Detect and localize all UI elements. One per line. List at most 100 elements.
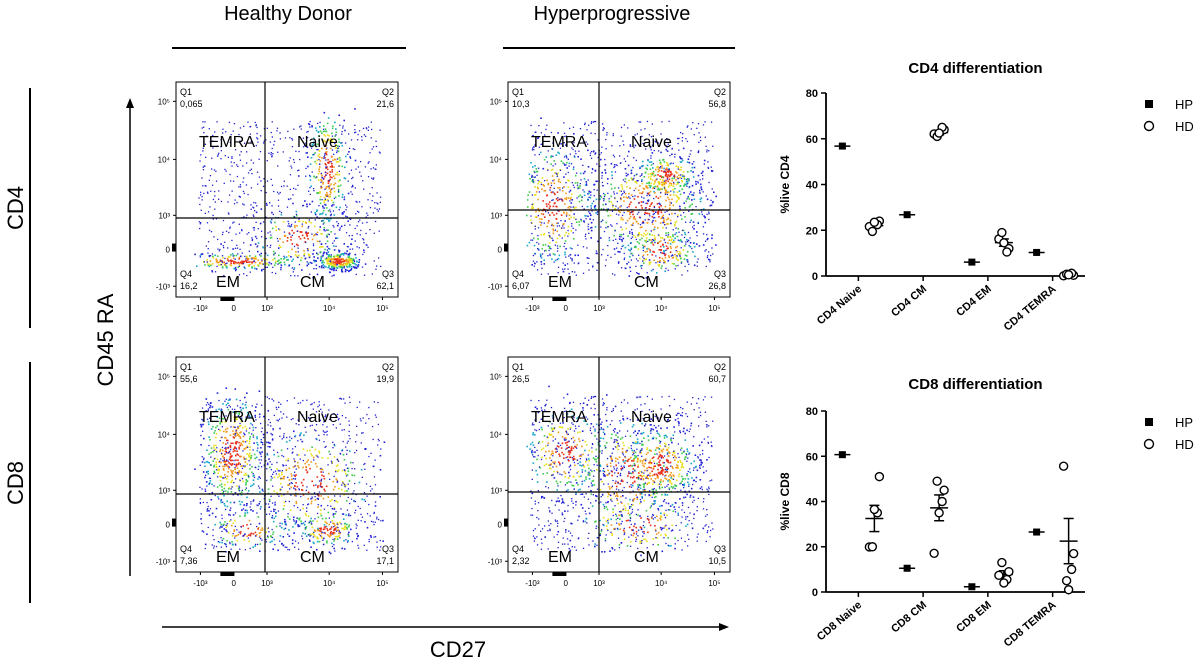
hd-point	[867, 226, 878, 237]
q3-value: 10,5	[708, 556, 726, 566]
y-tick-label: 10⁴	[158, 155, 171, 164]
chart-y-label: %live CD8	[778, 472, 792, 530]
hd-point	[1068, 548, 1079, 559]
chart-y-tick-label: 80	[806, 88, 818, 100]
x-tick-label: -10³	[193, 579, 208, 588]
y-tick-label: 10⁴	[490, 430, 503, 439]
quadrant-temra: TEMRA	[199, 409, 255, 426]
flow-panel-cd4-hp: Q1 10,3 Q2 56,8 Q3 26,8 Q4 6,07 TEMRA Naive EM CM 10…	[488, 81, 731, 313]
y-tick-label: -10³	[488, 557, 503, 566]
hd-point	[1061, 575, 1072, 586]
chart-y-tick-label: 0	[812, 587, 818, 599]
scatter-chart-cd8: CD8 differentiation %live CD8 0 20 40 60 80 CD8…	[778, 376, 1194, 650]
hd-point	[934, 128, 944, 138]
flow-panel-cd4-hd: Q1 0,065 Q2 21,6 Q3 62,1 Q4 16,2 TEMRA Naive EM CM 1…	[156, 81, 399, 313]
x-tick-label: 0	[231, 304, 236, 313]
y-tick-label: 10³	[158, 211, 170, 220]
y-tick-label: 10³	[490, 486, 502, 495]
x-tick-label: 10³	[593, 579, 605, 588]
flow-panel-cd8-hp: Q1 26,5 Q2 60,7 Q3 10,5 Q4 2,32 TEMRA Naive EM CM 10…	[488, 356, 731, 588]
y-tick-label: -10³	[156, 282, 171, 291]
chart-title: CD8 differentiation	[908, 376, 1042, 393]
quadrant-cm: CM	[300, 549, 325, 566]
chart-category-label: CD4 EM	[954, 283, 994, 319]
y-tick-label: 10³	[490, 211, 502, 220]
chart-category-label: CD4 Naive	[815, 283, 864, 327]
quadrant-cm: CM	[300, 274, 325, 291]
row-label-cd4: CD4	[3, 186, 28, 230]
y-tick-label: -10³	[488, 282, 503, 291]
hp-point	[1033, 528, 1041, 536]
hd-point	[869, 217, 880, 227]
quadrant-em: EM	[548, 274, 572, 291]
chart-y-tick-label: 20	[806, 225, 818, 237]
q3-value: 17,1	[376, 556, 394, 566]
y-tick-label: 10⁴	[158, 430, 171, 439]
x-tick-label: 10⁴	[323, 304, 336, 313]
q4-label: Q4	[180, 544, 192, 554]
x-tick-label: 10⁵	[376, 579, 388, 588]
q4-value: 2,32	[512, 556, 530, 566]
quadrant-temra: TEMRA	[531, 409, 587, 426]
y-tick-label: -10³	[156, 557, 171, 566]
hd-point	[999, 578, 1009, 588]
q1-value: 10,3	[512, 99, 530, 109]
chart-category-label: CD8 CM	[889, 599, 929, 635]
legend-hp-label: HP	[1175, 415, 1193, 430]
q3-value: 26,8	[708, 281, 726, 291]
q1-value: 26,5	[512, 374, 530, 384]
quadrant-em: EM	[548, 549, 572, 566]
legend-hp-marker	[1145, 100, 1153, 108]
q2-value: 60,7	[708, 374, 726, 384]
q1-label: Q1	[180, 87, 192, 97]
quadrant-naive: Naive	[631, 409, 672, 426]
flow-panel-cd8-hd: Q1 55,6 Q2 19,9 Q3 17,1 Q4 7,36 TEMRA Naive EM CM 10…	[156, 356, 399, 588]
event-dots	[194, 108, 382, 279]
chart-category-label: CD4 CM	[889, 283, 929, 319]
quadrant-naive: Naive	[297, 134, 338, 151]
quadrant-em: EM	[216, 274, 240, 291]
q1-label: Q1	[180, 362, 192, 372]
q4-value: 7,36	[180, 556, 198, 566]
event-dots	[526, 385, 714, 557]
quadrant-cm: CM	[634, 274, 659, 291]
y-tick-label: 10³	[158, 486, 170, 495]
hp-point	[968, 583, 976, 591]
chart-category-label: CD4 TEMRA	[1002, 283, 1059, 333]
flow-panel-frame	[175, 81, 399, 298]
hp-point	[968, 258, 976, 266]
q2-label: Q2	[382, 87, 394, 97]
x-tick-label: -10³	[193, 304, 208, 313]
y-tick-label: 0	[166, 246, 171, 255]
x-tick-label: 10⁴	[323, 579, 336, 588]
hd-point	[997, 557, 1007, 568]
q4-value: 6,07	[512, 281, 530, 291]
hp-point	[838, 451, 846, 459]
column-title-hyperprogressive: Hyperprogressive	[534, 3, 691, 25]
x-tick-label: 10⁵	[708, 579, 720, 588]
hd-point	[1058, 461, 1069, 471]
row-label-cd8: CD8	[3, 461, 28, 505]
quadrant-temra: TEMRA	[531, 134, 587, 151]
quadrant-em: EM	[216, 549, 240, 566]
chart-category-label: CD8 EM	[954, 599, 994, 635]
hp-point	[903, 564, 911, 572]
event-dots	[526, 117, 717, 281]
chart-y-tick-label: 40	[806, 180, 818, 192]
hd-point	[1004, 566, 1014, 577]
flow-panel-frame	[507, 81, 731, 298]
x-axis-label: CD27	[430, 637, 486, 662]
q2-label: Q2	[382, 362, 394, 372]
x-tick-label: 0	[231, 579, 236, 588]
hd-point	[874, 471, 885, 482]
q1-value: 55,6	[180, 374, 198, 384]
hd-point	[1063, 270, 1074, 280]
q4-value: 16,2	[180, 281, 198, 291]
legend-hp-label: HP	[1175, 97, 1193, 112]
x-tick-label: 10⁵	[708, 304, 720, 313]
quadrant-naive: Naive	[297, 409, 338, 426]
legend-hd-label: HD	[1175, 437, 1194, 452]
x-tick-label: 10³	[593, 304, 605, 313]
chart-y-label: %live CD4	[778, 155, 792, 213]
chart-y-tick-label: 60	[806, 134, 818, 146]
